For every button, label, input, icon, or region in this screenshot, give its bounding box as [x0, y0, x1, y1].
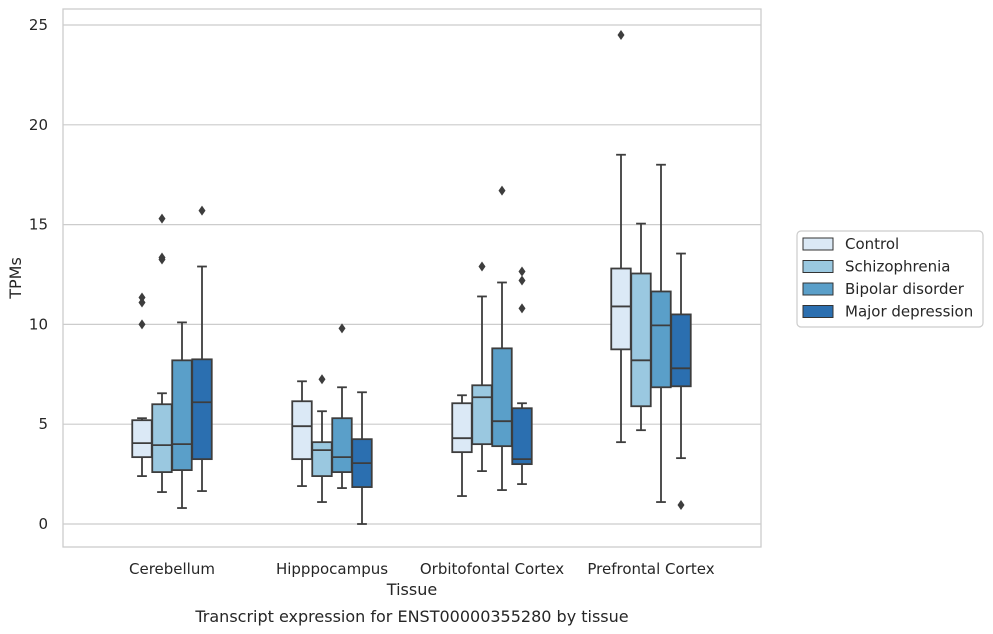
legend-swatch [802, 305, 834, 318]
box-group [351, 391, 373, 525]
box-iqr [291, 400, 313, 461]
box-iqr [511, 407, 533, 466]
x-tick-label: Cerebellum [129, 560, 215, 578]
box-iqr [311, 441, 333, 477]
y-tick-label: 20 [29, 116, 48, 134]
y-tick-label: 5 [38, 415, 48, 433]
legend-swatch [802, 237, 834, 251]
outlier-point [617, 29, 625, 40]
box-group [451, 394, 473, 497]
outlier-point [478, 261, 486, 272]
box-group [311, 374, 333, 503]
box-iqr [670, 313, 692, 388]
outlier-point [498, 185, 506, 196]
x-tick-label: Prefrontal Cortex [587, 560, 714, 578]
y-tick-label: 15 [29, 216, 48, 234]
box-iqr [610, 267, 632, 351]
box-group [131, 292, 153, 477]
legend-swatch [802, 260, 834, 273]
outlier-point [518, 275, 526, 286]
box-iqr [131, 419, 153, 459]
outlier-point [138, 292, 146, 303]
outlier-point [198, 205, 206, 216]
legend-label: Control [845, 235, 899, 253]
legend-swatch [802, 282, 834, 296]
x-tick-label: Hipppocampus [276, 560, 388, 578]
box-iqr [451, 402, 473, 454]
outlier-point [158, 213, 166, 224]
outlier-point [158, 252, 166, 263]
box-iqr [650, 290, 672, 389]
box-iqr [151, 403, 173, 474]
outlier-point [318, 374, 326, 385]
box-group [151, 213, 173, 493]
legend-label: Schizophrenia [845, 258, 950, 276]
legend-label: Bipolar disorder [845, 280, 965, 298]
box-iqr [630, 272, 652, 408]
box-group [650, 163, 672, 503]
x-tick-label: Orbitofontal Cortex [420, 560, 564, 578]
plot-frame [62, 8, 762, 548]
y-tick-label: 0 [38, 515, 48, 533]
outlier-point [138, 319, 146, 330]
box-group [331, 323, 353, 489]
box-group [171, 321, 193, 509]
x-axis-label: Tissue [386, 580, 437, 599]
outlier-point [518, 303, 526, 314]
y-tick-label: 10 [29, 315, 48, 333]
y-tick-label: 25 [29, 16, 48, 34]
box-group [471, 261, 493, 473]
box-iqr [471, 384, 493, 446]
box-group [191, 205, 213, 492]
box-iqr [331, 417, 353, 474]
y-axis-label: TPMs [6, 257, 25, 300]
box-group [630, 222, 652, 432]
legend-box [796, 230, 984, 328]
legend: Control Schizophrenia Bipolar disorder Majo… [796, 230, 984, 328]
box-group [291, 380, 313, 487]
box-group [610, 29, 632, 444]
legend-label: Major depression [845, 303, 973, 321]
outlier-point [677, 500, 685, 511]
box-group [511, 266, 533, 485]
outlier-point [518, 266, 526, 277]
outlier-point [338, 323, 346, 334]
box-iqr [171, 359, 193, 472]
box-iqr [491, 347, 513, 448]
box-group [670, 252, 692, 511]
chart-title: Transcript expression for ENST0000035528… [194, 607, 628, 626]
box-group [491, 185, 513, 491]
box-iqr [191, 358, 213, 461]
